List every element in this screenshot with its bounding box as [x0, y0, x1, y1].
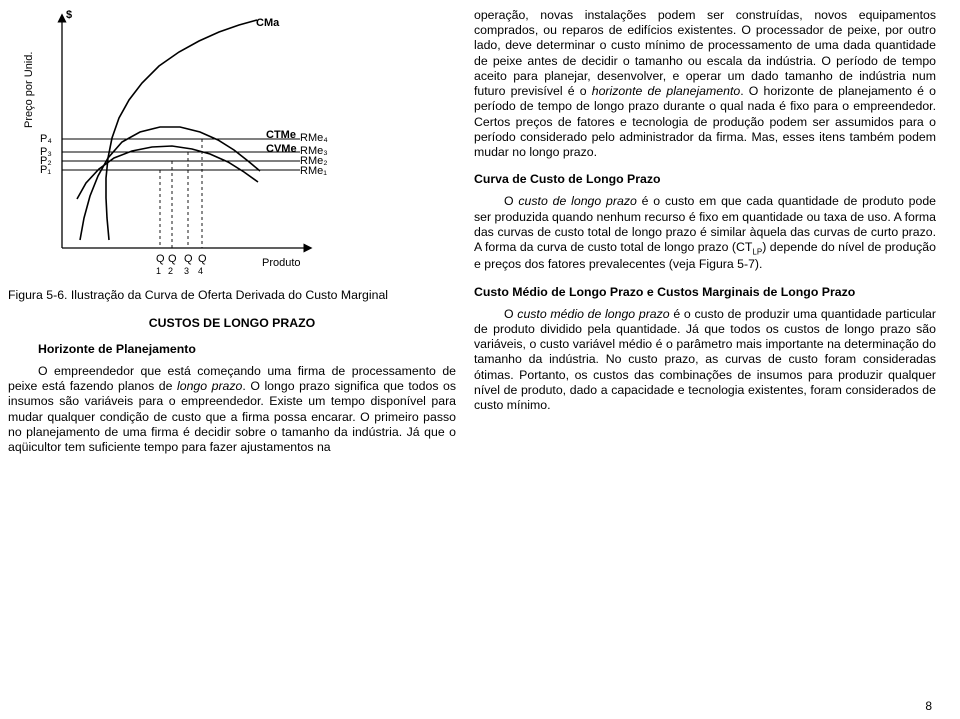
x-axis-label: Produto — [262, 257, 301, 269]
r2a: O — [504, 194, 518, 208]
right-para-3: O custo médio de longo prazo é o custo d… — [474, 307, 936, 414]
p1-label: P₁ — [40, 164, 51, 176]
cvme-label: CVMe — [266, 143, 297, 155]
p4-label: P₄ — [40, 133, 52, 145]
left-column: $ Preço por Unid. Produto CMa CTMe CVMe … — [8, 8, 456, 711]
heading-custo-medio: Custo Médio de Longo Prazo e Custos Marg… — [474, 285, 936, 299]
r3b: custo médio de longo prazo — [517, 307, 669, 321]
page-number: 8 — [925, 699, 932, 713]
r1b: horizonte de planejamento — [592, 84, 740, 98]
svg-text:Q: Q — [168, 253, 177, 265]
svg-text:2: 2 — [168, 266, 173, 276]
y-axis-title: Preço por Unid. — [23, 52, 35, 128]
cma-label: CMa — [256, 17, 280, 29]
svg-text:4: 4 — [198, 266, 203, 276]
svg-text:3: 3 — [184, 266, 189, 276]
right-para-2: O custo de longo prazo é o custo em que … — [474, 194, 936, 272]
right-para-1: operação, novas instalações podem ser co… — [474, 8, 936, 160]
svg-text:Q: Q — [198, 253, 207, 265]
figure-caption: Figura 5-6. Ilustração da Curva de Ofert… — [8, 288, 456, 302]
rme4-label: RMe₄ — [300, 132, 328, 144]
para1b: longo prazo — [177, 379, 242, 393]
r3c: é o custo de produzir uma quantidade par… — [474, 307, 936, 412]
cma-curve — [106, 20, 257, 240]
heading-curva-custo: Curva de Custo de Longo Prazo — [474, 172, 936, 186]
r2sub: LP — [752, 248, 762, 257]
heading-horizonte: Horizonte de Planejamento — [38, 342, 456, 356]
rme1-label: RMe₁ — [300, 165, 327, 177]
svg-text:1: 1 — [156, 266, 161, 276]
y-axis-dollar: $ — [66, 9, 72, 21]
right-column: operação, novas instalações podem ser co… — [474, 8, 936, 711]
cvme-curve — [77, 146, 258, 199]
svg-text:Q: Q — [156, 253, 165, 265]
heading-custos-longo-prazo: CUSTOS DE LONGO PRAZO — [8, 316, 456, 330]
svg-text:Q: Q — [184, 253, 193, 265]
left-para-1: O empreendedor que está começando uma fi… — [8, 364, 456, 455]
r3a: O — [504, 307, 517, 321]
cost-curves-chart: $ Preço por Unid. Produto CMa CTMe CVMe … — [14, 8, 334, 282]
r2b: custo de longo prazo — [518, 194, 636, 208]
